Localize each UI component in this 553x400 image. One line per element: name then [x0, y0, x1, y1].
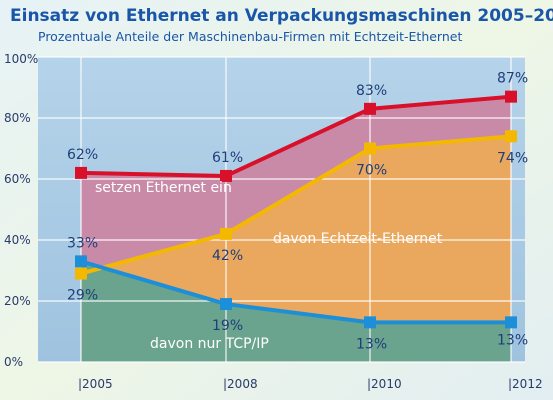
data-label: 19% — [212, 318, 243, 334]
data-point — [505, 130, 517, 143]
data-label: 33% — [67, 235, 98, 251]
series-line — [80, 259, 511, 325]
data-point — [505, 316, 517, 329]
data-point — [220, 227, 232, 240]
series-label-ethernet: setzen Ethernet ein — [95, 180, 232, 196]
data-label: 61% — [212, 150, 243, 166]
data-point — [505, 90, 517, 103]
data-point — [364, 316, 376, 329]
data-point — [75, 255, 87, 268]
x-tick-label: |2008 — [223, 377, 258, 391]
data-label: 13% — [356, 336, 387, 352]
data-point — [220, 169, 232, 182]
y-tick-label: 60% — [4, 172, 31, 186]
series-label-tcpip: davon nur TCP/IP — [150, 336, 269, 352]
data-label: 42% — [212, 248, 243, 264]
data-label: 74% — [497, 150, 528, 166]
data-point — [364, 142, 376, 155]
series-line — [80, 94, 512, 178]
data-label: 87% — [497, 71, 528, 87]
y-tick-label: 100% — [4, 52, 38, 66]
y-tick-label: 80% — [4, 111, 31, 125]
y-tick-label: 40% — [4, 233, 31, 247]
data-label: 29% — [67, 288, 98, 304]
y-tick-label: 20% — [4, 294, 31, 308]
chart-title: Einsatz von Ethernet an Verpackungsmasch… — [10, 6, 553, 26]
data-label: 62% — [67, 147, 98, 163]
y-tick-label: 0% — [4, 355, 23, 369]
data-point — [364, 102, 376, 115]
series-line — [80, 134, 512, 276]
x-tick-label: |2010 — [367, 377, 402, 391]
series-label-echtzeit: davon Echtzeit-Ethernet — [273, 231, 443, 247]
x-tick-label: |2012 — [508, 377, 543, 391]
data-label: 83% — [356, 83, 387, 99]
data-point — [220, 298, 232, 311]
x-tick-label: |2005 — [78, 377, 113, 391]
chart-subtitle: Prozentuale Anteile der Maschinenbau-Fir… — [38, 29, 462, 44]
data-label: 13% — [497, 332, 528, 348]
data-label: 70% — [356, 163, 387, 179]
data-point — [75, 267, 87, 280]
area-fill-tcpip — [81, 261, 511, 362]
data-point — [75, 166, 87, 179]
